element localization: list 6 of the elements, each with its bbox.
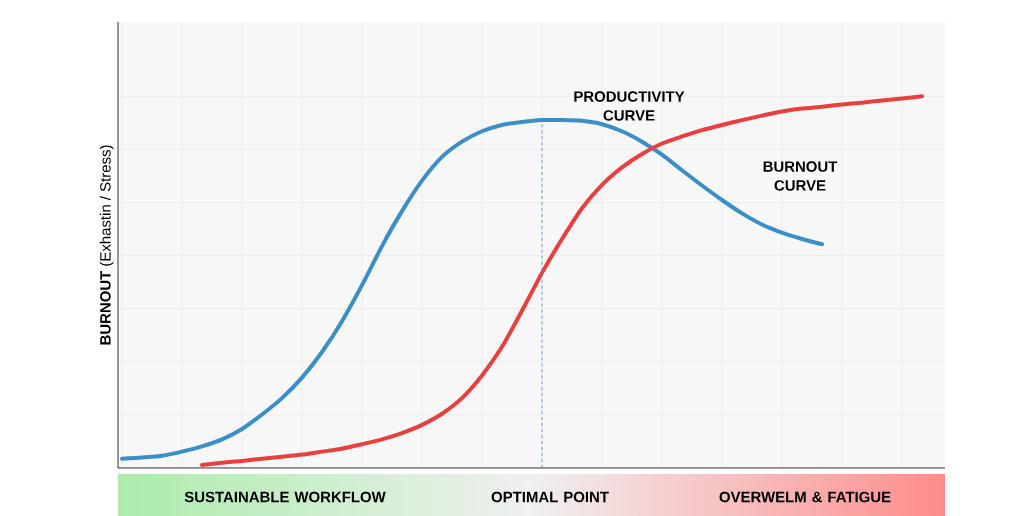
text: OPTIMAL POINT	[491, 491, 609, 503]
text: SUSTAINABLE WORKFLOW	[184, 491, 386, 503]
text: OVERWELM & FATIGUE	[719, 491, 891, 503]
y-axis-title: BURNOUT (Exhastin / Stress)	[99, 145, 114, 345]
annotation: BURNOUT CURVE	[763, 161, 838, 191]
annotation: PRODUCTIVITY CURVE	[574, 91, 685, 121]
